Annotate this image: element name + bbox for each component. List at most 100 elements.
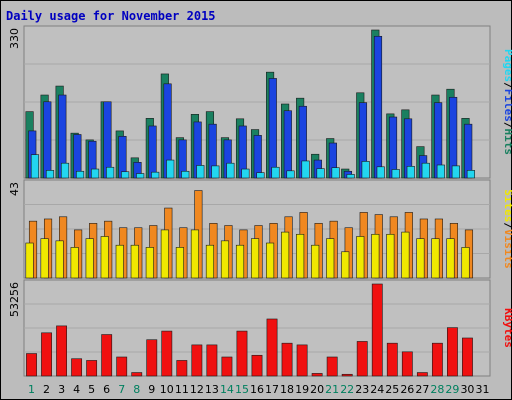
bar-sites-day-28 (431, 238, 440, 279)
x-tick-label-day-29: 29 (445, 383, 459, 396)
bar-pages-day-2 (45, 170, 55, 179)
bar-pages-day-12 (196, 165, 205, 179)
bar-kbytes-day-28 (431, 342, 443, 377)
bar-pages-day-20 (316, 168, 325, 179)
bar-kbytes-day-12 (191, 344, 203, 377)
bar-sites-day-1 (25, 242, 34, 279)
bar-sites-day-4 (70, 247, 79, 279)
bar-pages-day-18 (286, 170, 295, 179)
bar-sites-day-14 (220, 240, 230, 279)
bar-files-day-16 (253, 135, 262, 179)
bar-sites-day-19 (296, 233, 305, 279)
bar-pages-day-6 (106, 166, 115, 179)
bar-kbytes-day-17 (266, 318, 278, 377)
x-tick-label-day-4: 4 (73, 383, 80, 396)
bar-kbytes-day-18 (281, 342, 293, 377)
bar-kbytes-day-8 (131, 372, 143, 377)
x-tick-label-day-6: 6 (103, 383, 110, 396)
bar-sites-day-9 (145, 247, 154, 279)
bar-sites-day-13 (205, 244, 215, 279)
bar-kbytes-day-11 (176, 360, 188, 377)
bar-kbytes-day-23 (356, 341, 368, 377)
panel-visits: 43 Sites/Visits (8, 179, 512, 279)
axis-label-visits: Visits (502, 229, 512, 269)
bar-pages-day-30 (466, 170, 475, 179)
bar-kbytes-day-24 (371, 283, 383, 377)
x-tick-label-day-15: 15 (235, 383, 249, 396)
x-tick-label-day-8: 8 (133, 383, 140, 396)
chart-panels: 330Pages/Files/Hits43Sites/Visits53256KB… (8, 25, 512, 377)
bar-pages-day-4 (76, 170, 85, 179)
bar-sites-day-26 (401, 231, 410, 279)
x-tick-label-day-18: 18 (280, 383, 294, 396)
bar-kbytes-day-15 (236, 330, 248, 377)
bar-files-day-17 (268, 78, 277, 179)
bar-pages-day-8 (136, 173, 145, 179)
bar-pages-day-11 (181, 170, 190, 179)
panel-kbytes-axis-label: KBytes (502, 308, 512, 348)
bar-sites-day-5 (85, 238, 94, 279)
axis-label-hits: Hits (502, 129, 512, 156)
panel-kbytes-ymax-label: 53256 (8, 282, 21, 317)
bar-sites-day-7 (115, 244, 124, 279)
axis-label-separator: / (502, 122, 512, 129)
x-tick-label-day-1: 1 (28, 383, 35, 396)
chart-title: Daily usage for November 2015 (6, 9, 216, 23)
x-tick-label-day-24: 24 (370, 383, 384, 396)
bar-sites-day-6 (100, 236, 109, 279)
x-tick-label-day-11: 11 (175, 383, 189, 396)
x-tick-label-day-17: 17 (265, 383, 279, 396)
bar-sites-day-27 (416, 238, 425, 279)
x-tick-label-day-30: 30 (460, 383, 474, 396)
bar-sites-day-16 (250, 238, 260, 279)
x-tick-label-day-13: 13 (205, 383, 219, 396)
bar-sites-day-22 (341, 251, 350, 279)
bar-pages-day-17 (271, 166, 280, 179)
bar-sites-day-2 (40, 238, 49, 279)
x-tick-label-day-14: 14 (220, 383, 234, 396)
bar-kbytes-day-1 (26, 353, 37, 377)
axis-label-sites: Sites (502, 189, 512, 222)
x-tick-label-day-28: 28 (430, 383, 444, 396)
bar-kbytes-day-14 (221, 356, 233, 377)
bar-files-day-18 (283, 110, 292, 179)
x-axis-tick-labels: 1 2 3 4 5 6 7 8 9 10 11 12 13 14 15 16 17 18 19 20 21 22 23 24 2… (28, 383, 489, 396)
x-tick-label-day-21: 21 (325, 383, 339, 396)
bar-pages-day-10 (166, 159, 175, 179)
x-tick-label-day-19: 19 (295, 383, 309, 396)
x-tick-label-day-12: 12 (190, 383, 204, 396)
bar-kbytes-day-29 (447, 327, 458, 377)
bar-pages-day-27 (421, 162, 430, 179)
bar-kbytes-day-2 (41, 332, 52, 377)
bar-sites-day-24 (371, 233, 380, 279)
bar-pages-day-28 (436, 164, 445, 179)
bar-pages-day-24 (376, 166, 385, 179)
bar-pages-day-21 (331, 167, 340, 179)
bar-kbytes-day-19 (296, 344, 308, 377)
bar-sites-day-12 (190, 229, 199, 279)
bar-pages-day-9 (151, 171, 160, 179)
bar-pages-day-5 (91, 168, 100, 179)
x-tick-label-day-31: 31 (475, 383, 489, 396)
bar-kbytes-day-25 (386, 342, 398, 377)
bar-files-day-6 (103, 101, 112, 179)
x-tick-label-day-3: 3 (58, 383, 65, 396)
bar-kbytes-day-3 (56, 325, 67, 377)
bar-sites-day-20 (311, 244, 320, 279)
bar-kbytes-day-21 (326, 356, 338, 377)
bar-kbytes-day-26 (401, 351, 413, 377)
axis-label-kbytes: KBytes (502, 308, 512, 348)
bar-sites-day-25 (386, 233, 395, 279)
bar-kbytes-day-9 (146, 339, 158, 377)
bar-sites-day-30 (461, 247, 470, 279)
x-tick-label-day-16: 16 (250, 383, 264, 396)
bar-pages-day-1 (30, 154, 40, 179)
x-tick-label-day-27: 27 (415, 383, 429, 396)
bar-files-day-9 (148, 125, 157, 179)
bar-sites-day-17 (266, 242, 275, 279)
bar-kbytes-day-16 (251, 354, 263, 377)
bar-kbytes-day-5 (86, 360, 98, 377)
bar-pages-day-22 (346, 174, 355, 179)
panel-hits-ymax-label: 330 (8, 28, 21, 49)
